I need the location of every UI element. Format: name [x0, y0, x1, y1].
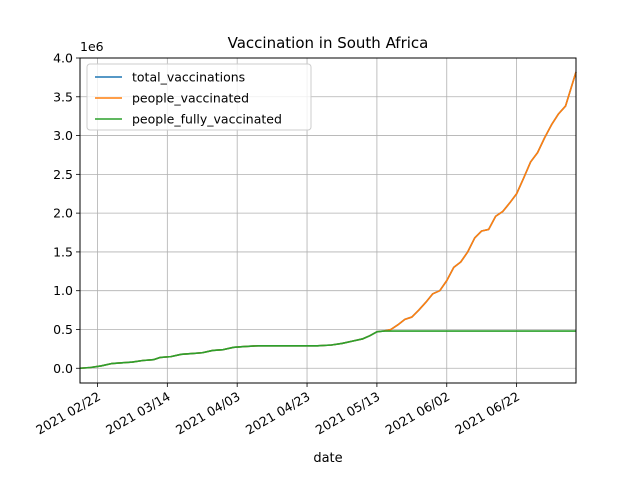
- y-tick-label: 1.0: [53, 283, 73, 298]
- y-multiplier-label: 1e6: [80, 39, 104, 54]
- y-tick-label: 1.5: [53, 244, 73, 259]
- y-tick-label: 0.0: [53, 361, 73, 376]
- series-lines: [79, 71, 577, 370]
- series-line-people-fully-vaccinated: [79, 330, 576, 370]
- y-tick-label: 2.0: [53, 206, 73, 221]
- y-tick-label: 3.5: [53, 89, 73, 104]
- legend-label: people_fully_vaccinated: [132, 112, 282, 127]
- y-tick-label: 2.5: [53, 167, 73, 182]
- y-tick-label: 0.5: [53, 322, 73, 337]
- chart-title: Vaccination in South Africa: [228, 34, 429, 52]
- legend: total_vaccinations people_vaccinatedpeopl…: [86, 63, 312, 131]
- y-tick-label: 3.0: [53, 128, 73, 143]
- y-tick-label: 4.0: [53, 51, 73, 66]
- plot-frame: [79, 57, 577, 384]
- x-axis-label: date: [313, 451, 342, 466]
- legend-box: [86, 63, 312, 131]
- legend-label: people_vaccinated: [132, 91, 249, 106]
- legend-label: total_vaccinations: [132, 70, 245, 85]
